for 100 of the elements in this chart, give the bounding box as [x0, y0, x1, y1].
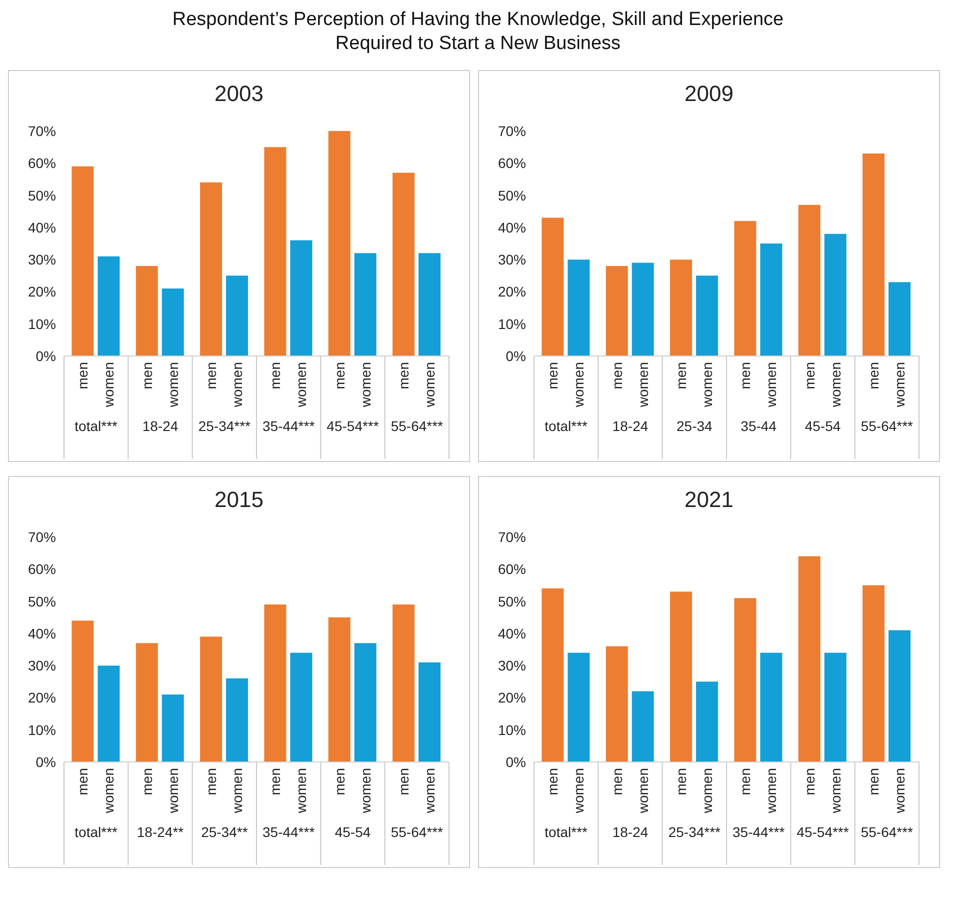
bar — [568, 652, 590, 762]
bar — [798, 556, 820, 762]
bar — [824, 652, 846, 762]
bar — [862, 153, 885, 356]
x-tick-label: 25-34*** — [198, 418, 252, 434]
y-tick-label: 70% — [498, 122, 526, 138]
bar — [162, 288, 184, 356]
chart-title: 2009 — [684, 80, 734, 106]
text: women — [763, 768, 780, 813]
text: men — [737, 362, 754, 389]
bar — [98, 256, 120, 356]
y-tick-label: 0% — [506, 347, 526, 364]
text: women — [634, 362, 651, 407]
x-tick-label: 55-64*** — [390, 824, 444, 840]
y-tick-label: 30% — [498, 657, 526, 674]
bar — [418, 662, 441, 762]
y-tick-label: 40% — [498, 218, 526, 235]
x-tick-label: 18-24 — [612, 418, 648, 434]
x-tick-label: 55-64*** — [390, 418, 444, 434]
x-tick-label: 18-24 — [142, 418, 178, 434]
bar — [98, 665, 120, 762]
bar — [354, 252, 376, 356]
x-tick-label: total*** — [544, 824, 588, 840]
text: women — [827, 768, 844, 813]
bar — [542, 588, 564, 762]
y-tick-label: 30% — [28, 251, 56, 268]
bar — [264, 146, 286, 356]
bar — [72, 166, 94, 356]
text: women — [100, 768, 117, 814]
bar — [734, 598, 756, 762]
text: women — [293, 768, 310, 813]
text: men — [396, 768, 412, 795]
y-tick-label: 70% — [498, 528, 526, 544]
y-tick-label: 0% — [506, 753, 526, 770]
y-tick-label: 50% — [498, 186, 526, 203]
text: men — [608, 362, 625, 389]
bar — [290, 240, 312, 356]
text: women — [699, 362, 716, 407]
y-tick-label: 20% — [498, 689, 526, 706]
bar — [568, 259, 590, 356]
x-tick-label: 55-64*** — [860, 418, 914, 434]
text: women — [293, 362, 310, 407]
x-tick-label: 35-44*** — [732, 824, 786, 840]
text: women — [827, 362, 844, 407]
bar — [200, 636, 222, 762]
bar — [670, 259, 692, 356]
bar — [632, 690, 654, 762]
bar — [760, 243, 782, 356]
text: women — [229, 362, 246, 407]
bar — [328, 616, 350, 762]
y-tick-label: 0% — [36, 347, 56, 364]
text: women — [892, 768, 908, 813]
text: women — [422, 362, 438, 407]
bar — [136, 266, 158, 356]
y-tick-label: 40% — [28, 218, 56, 235]
x-tick-label: 25-34*** — [668, 824, 722, 840]
bar — [862, 584, 885, 762]
text: men — [608, 768, 625, 795]
x-tick-label: 35-44*** — [262, 418, 316, 434]
text: women — [357, 362, 374, 407]
bar — [354, 642, 376, 762]
y-tick-label: 60% — [498, 154, 526, 171]
bar — [226, 678, 248, 762]
x-tick-label: 35-44*** — [262, 824, 316, 840]
y-tick-label: 50% — [28, 592, 56, 609]
text: men — [138, 768, 155, 795]
x-tick-label: total*** — [74, 824, 118, 840]
x-tick-label: 45-54*** — [796, 824, 850, 840]
bar — [290, 652, 312, 762]
x-tick-label: 45-54 — [804, 418, 841, 434]
y-tick-label: 60% — [28, 560, 56, 577]
text: women — [229, 768, 246, 813]
y-tick-label: 10% — [498, 721, 526, 738]
text: men — [203, 768, 220, 795]
bar — [888, 282, 911, 356]
bar — [606, 266, 628, 356]
y-tick-label: 60% — [498, 560, 526, 577]
text: women — [100, 362, 117, 408]
y-tick-label: 30% — [28, 657, 56, 674]
text: men — [203, 362, 220, 389]
text: men — [331, 768, 348, 795]
text: women — [570, 362, 587, 408]
bar — [72, 620, 94, 762]
bar — [760, 652, 782, 762]
bar — [888, 630, 911, 762]
x-tick-label: total*** — [544, 418, 588, 434]
text: men — [801, 768, 818, 795]
chart-title: 2021 — [684, 486, 734, 512]
text: men — [737, 768, 754, 795]
bar — [606, 646, 628, 762]
bar — [328, 130, 350, 356]
text: men — [267, 768, 284, 795]
y-tick-label: 70% — [28, 528, 56, 544]
text: men — [138, 362, 155, 389]
bar — [542, 217, 564, 356]
text: women — [634, 768, 651, 813]
x-tick-label: 18-24** — [136, 824, 184, 840]
text: men — [673, 362, 690, 389]
text: women — [357, 768, 374, 813]
bar — [162, 694, 184, 762]
